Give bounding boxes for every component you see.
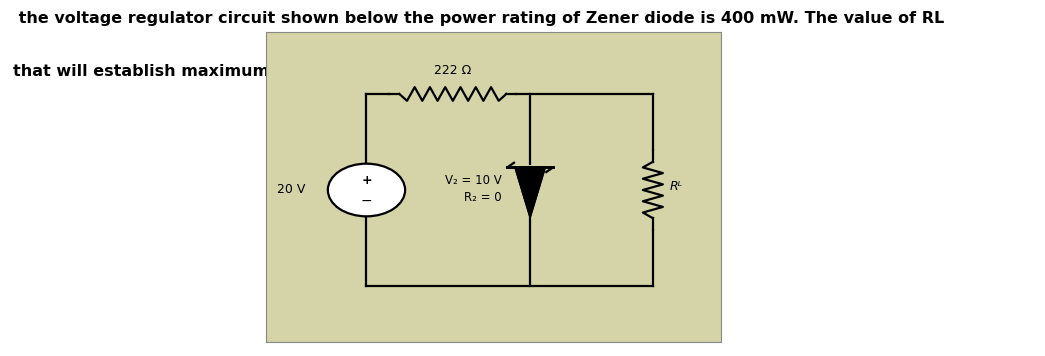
Text: +: +: [362, 174, 372, 187]
Text: 222 Ω: 222 Ω: [435, 64, 471, 77]
Text: 20 V: 20 V: [277, 183, 305, 197]
Text: −: −: [361, 194, 372, 208]
Text: that will establish maximum power in Zener diode.: that will establish maximum power in Zen…: [13, 64, 473, 79]
Circle shape: [328, 164, 405, 216]
Polygon shape: [515, 167, 544, 216]
Text: Rᴸ: Rᴸ: [670, 180, 683, 193]
Text: V₂ = 10 V: V₂ = 10 V: [445, 174, 502, 187]
Text: R₂ = 0: R₂ = 0: [464, 191, 502, 204]
Text: the voltage regulator circuit shown below the power rating of Zener diode is 400: the voltage regulator circuit shown belo…: [13, 11, 944, 26]
